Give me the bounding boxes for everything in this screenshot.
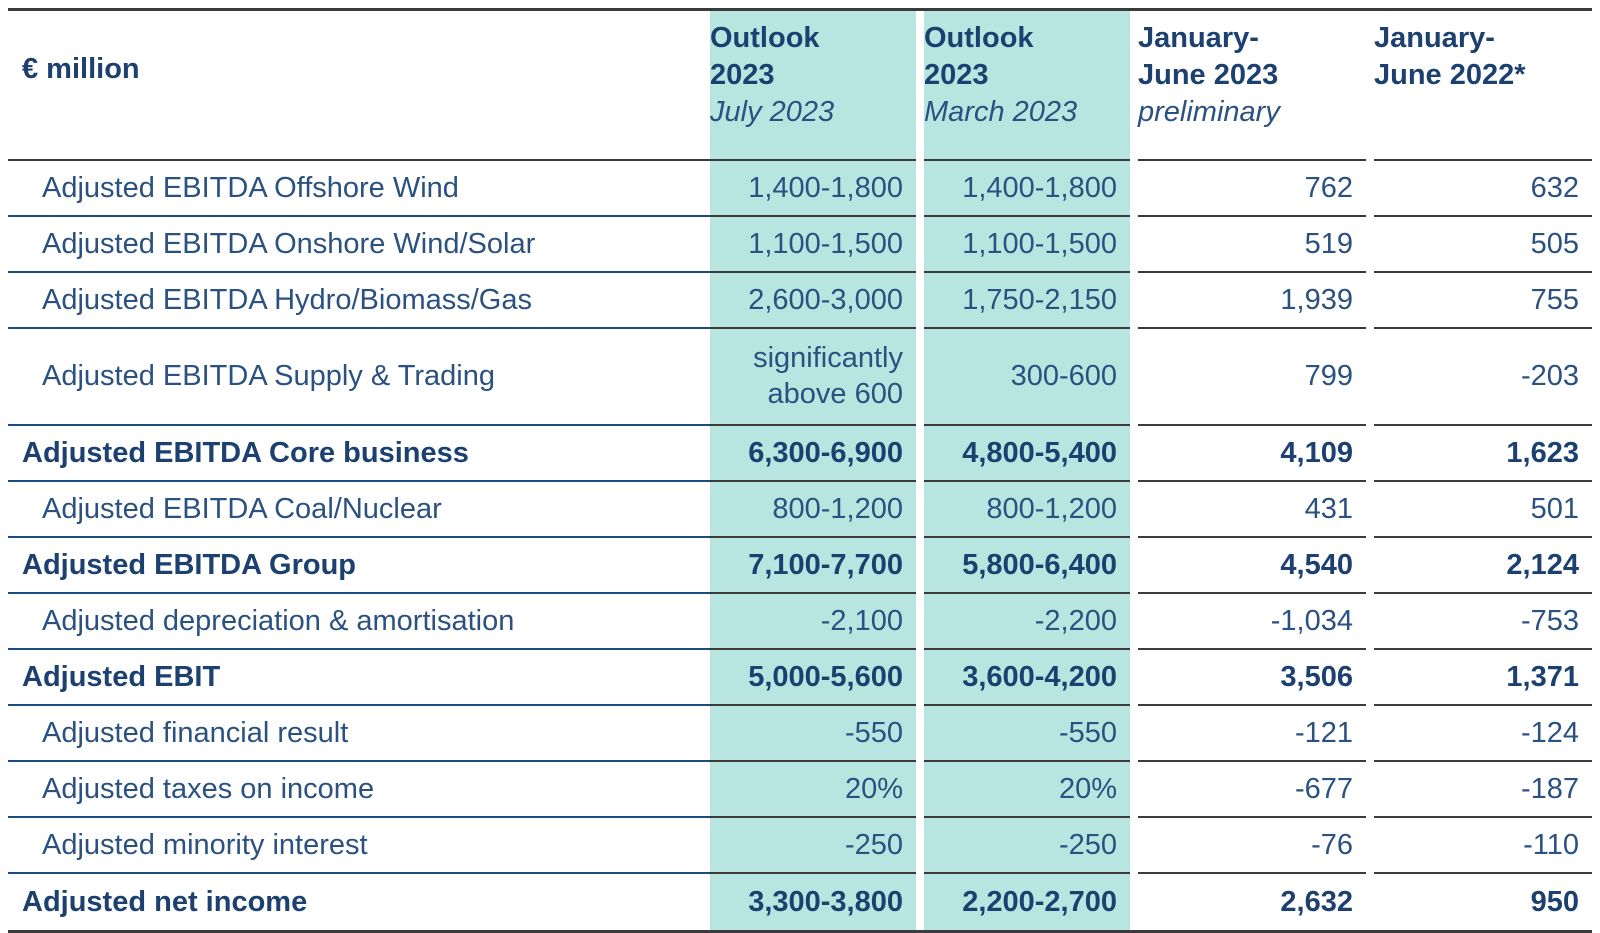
column-title: June 2022* [1374,59,1526,91]
row-label: Adjusted EBITDA Onshore Wind/Solar [8,217,710,273]
cell-jan-june-2023: 2,632 [1280,885,1353,918]
column-title: 2023 [924,59,989,91]
cell-jan-june-2023: -76 [1138,818,1366,874]
column-subtitle: preliminary [1138,96,1280,128]
cell-jan-june-2022: -110 [1374,818,1592,874]
cell-outlook-july: 6,300-6,900 [710,426,916,482]
row-label: Adjusted taxes on income [8,762,710,818]
cell-jan-june-2022: 501 [1374,482,1592,538]
cell-outlook-march: 1,400-1,800 [924,161,1130,217]
unit-label: € million [8,11,710,161]
column-title: January- [1138,22,1259,54]
cell-jan-june-2023: 4,109 [1138,426,1366,482]
cell-jan-june-2023: 4,540 [1138,538,1366,594]
cell-jan-june-2022: 632 [1374,161,1592,217]
row-label: Adjusted minority interest [8,818,710,874]
cell-outlook-march: 1,750-2,150 [924,273,1130,329]
cell-jan-june-2023: 431 [1138,482,1366,538]
cell-outlook-july: significantly above 600 [710,329,916,426]
cell-outlook-march: 20% [924,762,1130,818]
row-label: Adjusted EBITDA Coal/Nuclear [8,482,710,538]
column-title: June 2023 [1138,59,1279,91]
cell-outlook-march: 5,800-6,400 [924,538,1130,594]
cell-jan-june-2022: 2,124 [1374,538,1592,594]
column-header-outlook-july-2023: Outlook 2023 July 2023 [710,11,916,161]
cell-jan-june-2023: 762 [1138,161,1366,217]
cell-outlook-july: 2,600-3,000 [710,273,916,329]
cell-outlook-july: -2,100 [710,594,916,650]
column-title: Outlook [710,22,820,54]
row-label: Adjusted EBIT [8,650,710,706]
cell-outlook-march: 2,200-2,700 [924,874,1130,930]
column-title: Outlook [924,22,1034,54]
cell-jan-june-2023: 3,506 [1138,650,1366,706]
cell-jan-june-2022: 1,623 [1374,426,1592,482]
cell-outlook-july: 1,100-1,500 [710,217,916,273]
cell-outlook-march: 800-1,200 [924,482,1130,538]
column-header-january-june-2022: January- June 2022* [1374,11,1592,161]
cell-outlook-march: 1,100-1,500 [924,217,1130,273]
row-label: Adjusted EBITDA Supply & Trading [8,329,710,426]
row-label: Adjusted net income [22,885,308,918]
cell-outlook-july: 800-1,200 [710,482,916,538]
cell-outlook-july: 1,400-1,800 [710,161,916,217]
cell-outlook-march: 300-600 [924,329,1130,426]
cell-outlook-july: 5,000-5,600 [710,650,916,706]
cell-jan-june-2023: 519 [1138,217,1366,273]
row-label: Adjusted EBITDA Offshore Wind [8,161,710,217]
cell-outlook-march: -250 [924,818,1130,874]
cell-outlook-march: -550 [924,706,1130,762]
cell-jan-june-2022: 950 [1530,885,1579,918]
cell-jan-june-2022: 505 [1374,217,1592,273]
cell-jan-june-2022: -753 [1374,594,1592,650]
outlook-table: € million Outlook 2023 July 2023 Outlook… [8,8,1592,933]
column-subtitle: July 2023 [710,96,835,128]
cell-outlook-july: -550 [710,706,916,762]
column-subtitle: March 2023 [924,96,1078,128]
cell-jan-june-2022: 1,371 [1374,650,1592,706]
row-label: Adjusted EBITDA Hydro/Biomass/Gas [8,273,710,329]
cell-jan-june-2023: -1,034 [1138,594,1366,650]
column-title: 2023 [710,59,775,91]
cell-jan-june-2023: -677 [1138,762,1366,818]
cell-jan-june-2023: 1,939 [1138,273,1366,329]
column-header-january-june-2023: January- June 2023 preliminary [1138,11,1366,161]
column-title: January- [1374,22,1495,54]
row-label: Adjusted depreciation & amortisation [8,594,710,650]
row-label: Adjusted financial result [8,706,710,762]
cell-jan-june-2022: 755 [1374,273,1592,329]
cell-outlook-july: 3,300-3,800 [710,874,916,930]
column-header-outlook-march-2023: Outlook 2023 March 2023 [924,11,1130,161]
cell-jan-june-2023: -121 [1138,706,1366,762]
cell-outlook-july: -250 [710,818,916,874]
cell-jan-june-2022: -124 [1374,706,1592,762]
cell-outlook-july: 7,100-7,700 [710,538,916,594]
cell-outlook-march: 4,800-5,400 [924,426,1130,482]
cell-jan-june-2023: 799 [1138,329,1366,426]
cell-jan-june-2022: -187 [1374,762,1592,818]
cell-outlook-july: 20% [710,762,916,818]
cell-outlook-march: 3,600-4,200 [924,650,1130,706]
cell-jan-june-2022: -203 [1374,329,1592,426]
row-label: Adjusted EBITDA Core business [8,426,710,482]
cell-outlook-march: -2,200 [924,594,1130,650]
row-label: Adjusted EBITDA Group [8,538,710,594]
